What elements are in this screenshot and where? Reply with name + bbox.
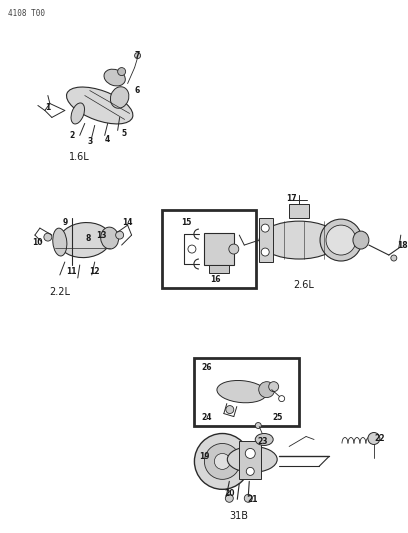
Text: 7: 7 bbox=[135, 51, 140, 60]
Text: 19: 19 bbox=[199, 452, 210, 461]
Text: 2.6L: 2.6L bbox=[294, 280, 315, 290]
Bar bbox=[289, 204, 309, 218]
Text: 4108 T00: 4108 T00 bbox=[8, 9, 45, 18]
Text: 16: 16 bbox=[211, 276, 221, 285]
Ellipse shape bbox=[53, 228, 67, 256]
Circle shape bbox=[261, 224, 269, 232]
Text: 5: 5 bbox=[121, 129, 126, 138]
Circle shape bbox=[195, 433, 250, 489]
Text: 13: 13 bbox=[96, 231, 107, 240]
Text: 9: 9 bbox=[62, 217, 67, 227]
Text: 10: 10 bbox=[33, 238, 43, 247]
Ellipse shape bbox=[227, 447, 277, 472]
Text: 8: 8 bbox=[85, 233, 91, 243]
Circle shape bbox=[225, 494, 233, 502]
Text: 3: 3 bbox=[87, 137, 92, 146]
Text: 2: 2 bbox=[69, 131, 74, 140]
Text: 6: 6 bbox=[135, 86, 140, 95]
Circle shape bbox=[135, 53, 141, 59]
Circle shape bbox=[269, 382, 279, 392]
Text: 20: 20 bbox=[224, 489, 235, 498]
Text: 25: 25 bbox=[272, 413, 282, 422]
Ellipse shape bbox=[259, 221, 339, 259]
Circle shape bbox=[368, 432, 380, 445]
Text: 22: 22 bbox=[375, 434, 385, 443]
Ellipse shape bbox=[104, 69, 125, 86]
Ellipse shape bbox=[111, 87, 129, 108]
Ellipse shape bbox=[259, 382, 275, 398]
Text: 1: 1 bbox=[45, 103, 51, 112]
Text: 11: 11 bbox=[67, 268, 77, 277]
Circle shape bbox=[115, 231, 124, 239]
Bar bbox=[204, 233, 234, 265]
Circle shape bbox=[229, 244, 239, 254]
Circle shape bbox=[261, 248, 269, 256]
Ellipse shape bbox=[59, 223, 111, 257]
Circle shape bbox=[246, 467, 254, 475]
Text: 26: 26 bbox=[201, 363, 212, 372]
Text: 18: 18 bbox=[397, 240, 408, 249]
Text: 14: 14 bbox=[122, 217, 133, 227]
Bar bbox=[209, 265, 229, 273]
Text: 12: 12 bbox=[89, 268, 100, 277]
Circle shape bbox=[226, 406, 234, 414]
Text: 4: 4 bbox=[105, 135, 110, 144]
Text: 24: 24 bbox=[201, 413, 212, 422]
Ellipse shape bbox=[101, 227, 119, 249]
Circle shape bbox=[255, 423, 261, 429]
Ellipse shape bbox=[71, 103, 84, 124]
Text: 2.2L: 2.2L bbox=[49, 287, 70, 297]
Bar bbox=[239, 441, 261, 479]
Text: 23: 23 bbox=[257, 437, 268, 446]
Text: 17: 17 bbox=[286, 193, 297, 203]
Text: 1.6L: 1.6L bbox=[69, 152, 90, 163]
Ellipse shape bbox=[118, 68, 126, 76]
Circle shape bbox=[44, 233, 52, 241]
Circle shape bbox=[244, 494, 252, 502]
Circle shape bbox=[214, 454, 230, 470]
Circle shape bbox=[245, 448, 255, 458]
Text: 15: 15 bbox=[181, 217, 191, 227]
Circle shape bbox=[279, 395, 285, 401]
Bar bbox=[162, 210, 256, 288]
Text: 31B: 31B bbox=[230, 511, 249, 521]
Circle shape bbox=[326, 225, 356, 255]
Ellipse shape bbox=[353, 231, 369, 249]
Text: 21: 21 bbox=[247, 495, 257, 504]
Ellipse shape bbox=[320, 219, 362, 261]
Ellipse shape bbox=[217, 381, 267, 403]
Circle shape bbox=[188, 245, 196, 253]
Ellipse shape bbox=[67, 87, 133, 124]
Circle shape bbox=[204, 443, 240, 479]
Bar bbox=[259, 218, 273, 262]
Circle shape bbox=[391, 255, 397, 261]
Bar bbox=[195, 358, 299, 425]
Ellipse shape bbox=[255, 433, 273, 446]
